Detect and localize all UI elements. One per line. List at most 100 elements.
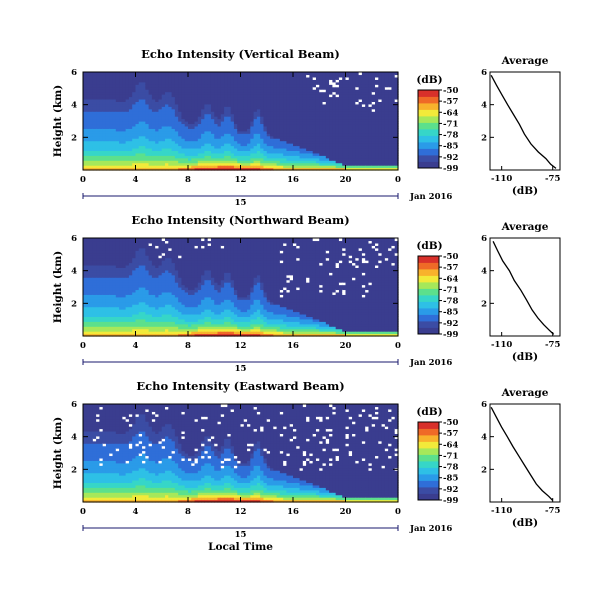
heatmap-cell [99, 111, 104, 115]
heatmap-cell [240, 111, 245, 115]
heatmap-cell [158, 313, 163, 317]
heatmap-cell [158, 306, 163, 310]
heatmap-cell [105, 289, 110, 293]
heatmap-cell [109, 313, 114, 317]
heatmap-cell [89, 282, 94, 286]
heatmap-cell [345, 147, 350, 151]
heatmap-cell [119, 289, 123, 293]
heatmap-cell [237, 72, 242, 76]
heatmap-cell [115, 96, 120, 100]
heatmap-cell [112, 84, 117, 88]
heatmap-cell [381, 113, 386, 117]
heatmap-cell [319, 81, 324, 85]
heatmap-cell [96, 323, 101, 327]
heatmap-cell [348, 108, 353, 112]
heatmap-cell [302, 167, 307, 171]
heatmap-cell [368, 152, 373, 156]
heatmap-cell [309, 128, 314, 132]
heatmap-cell [345, 91, 350, 95]
heatmap-cell [279, 72, 284, 76]
heatmap-cell [266, 79, 271, 83]
heatmap-cell [381, 94, 386, 98]
heatmap-cell [188, 150, 192, 154]
heatmap-cell [99, 264, 104, 268]
heatmap-cell [237, 74, 242, 78]
heatmap-cell [96, 284, 101, 288]
heatmap-cell [368, 162, 373, 166]
heatmap-cell [237, 121, 242, 125]
heatmap-cell [128, 108, 133, 112]
heatmap-cell [148, 118, 153, 122]
heatmap-cell [394, 72, 399, 76]
heatmap-cell [250, 101, 255, 105]
heatmap-cell [119, 147, 123, 151]
heatmap-cell [188, 157, 192, 161]
heatmap-cell [92, 309, 97, 313]
heatmap-cell [319, 79, 324, 83]
heatmap-cell [112, 101, 117, 105]
heatmap-cell [309, 155, 314, 159]
heatmap-cell [338, 91, 343, 95]
heatmap-cell [158, 135, 163, 139]
heatmap-cell [119, 167, 123, 171]
heatmap-cell [319, 94, 324, 98]
heatmap-cell [102, 311, 107, 315]
heatmap-cell [230, 84, 235, 88]
heatmap-cell [86, 113, 91, 117]
heatmap-cell [151, 98, 156, 102]
heatmap-cell [115, 321, 120, 325]
heatmap-cell [342, 108, 347, 112]
heatmap-cell [112, 309, 117, 313]
heatmap-cell [194, 98, 199, 102]
heatmap-cell [207, 143, 212, 147]
heatmap-cell [224, 155, 228, 159]
heatmap-cell [227, 79, 232, 83]
heatmap-cell [375, 103, 379, 107]
heatmap-cell [132, 321, 137, 325]
heatmap-cell [256, 152, 261, 156]
heatmap-cell [348, 86, 353, 90]
heatmap-cell [168, 306, 173, 310]
heatmap-cell [279, 91, 284, 95]
heatmap-cell [128, 282, 133, 286]
heatmap-cell [279, 165, 284, 169]
heatmap-cell [168, 103, 173, 107]
heatmap-cell [125, 284, 130, 288]
heatmap-cell [279, 113, 284, 117]
heatmap-cell [142, 155, 146, 159]
heatmap-cell [266, 140, 271, 144]
heatmap-cell [338, 113, 343, 117]
heatmap-cell [240, 128, 245, 132]
heatmap-cell [178, 150, 183, 154]
heatmap-cell [161, 250, 166, 254]
heatmap-cell [256, 108, 261, 112]
heatmap-cell [220, 150, 225, 154]
heatmap-cell [214, 116, 219, 120]
heatmap-cell [227, 133, 232, 137]
heatmap-cell [309, 140, 314, 144]
heatmap-cell [112, 306, 117, 310]
heatmap-cell [381, 165, 386, 169]
heatmap-cell [191, 155, 196, 159]
heatmap-cell [375, 157, 379, 161]
heatmap-cell [348, 84, 353, 88]
heatmap-cell [207, 94, 212, 98]
heatmap-cell [378, 74, 383, 78]
heatmap-cell [125, 76, 130, 80]
heatmap-cell [342, 165, 347, 169]
heatmap-cell [224, 79, 228, 83]
heatmap-cell [315, 76, 320, 80]
heatmap-cell [165, 138, 169, 142]
heatmap-cell [302, 79, 307, 83]
heatmap-cell [276, 81, 281, 85]
heatmap-cell [119, 279, 123, 283]
heatmap-cell [207, 165, 212, 169]
heatmap-cell [89, 81, 94, 85]
heatmap-cell [210, 128, 215, 132]
heatmap-cell [335, 84, 340, 88]
heatmap-cell [178, 152, 183, 156]
heatmap-cell [335, 118, 340, 122]
heatmap-cell [315, 162, 320, 166]
heatmap-cell [322, 145, 327, 149]
heatmap-cell [168, 152, 173, 156]
